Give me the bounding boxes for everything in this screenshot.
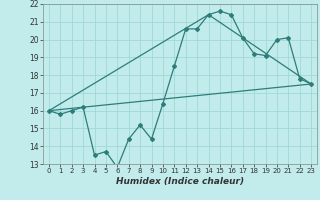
X-axis label: Humidex (Indice chaleur): Humidex (Indice chaleur) [116, 177, 244, 186]
